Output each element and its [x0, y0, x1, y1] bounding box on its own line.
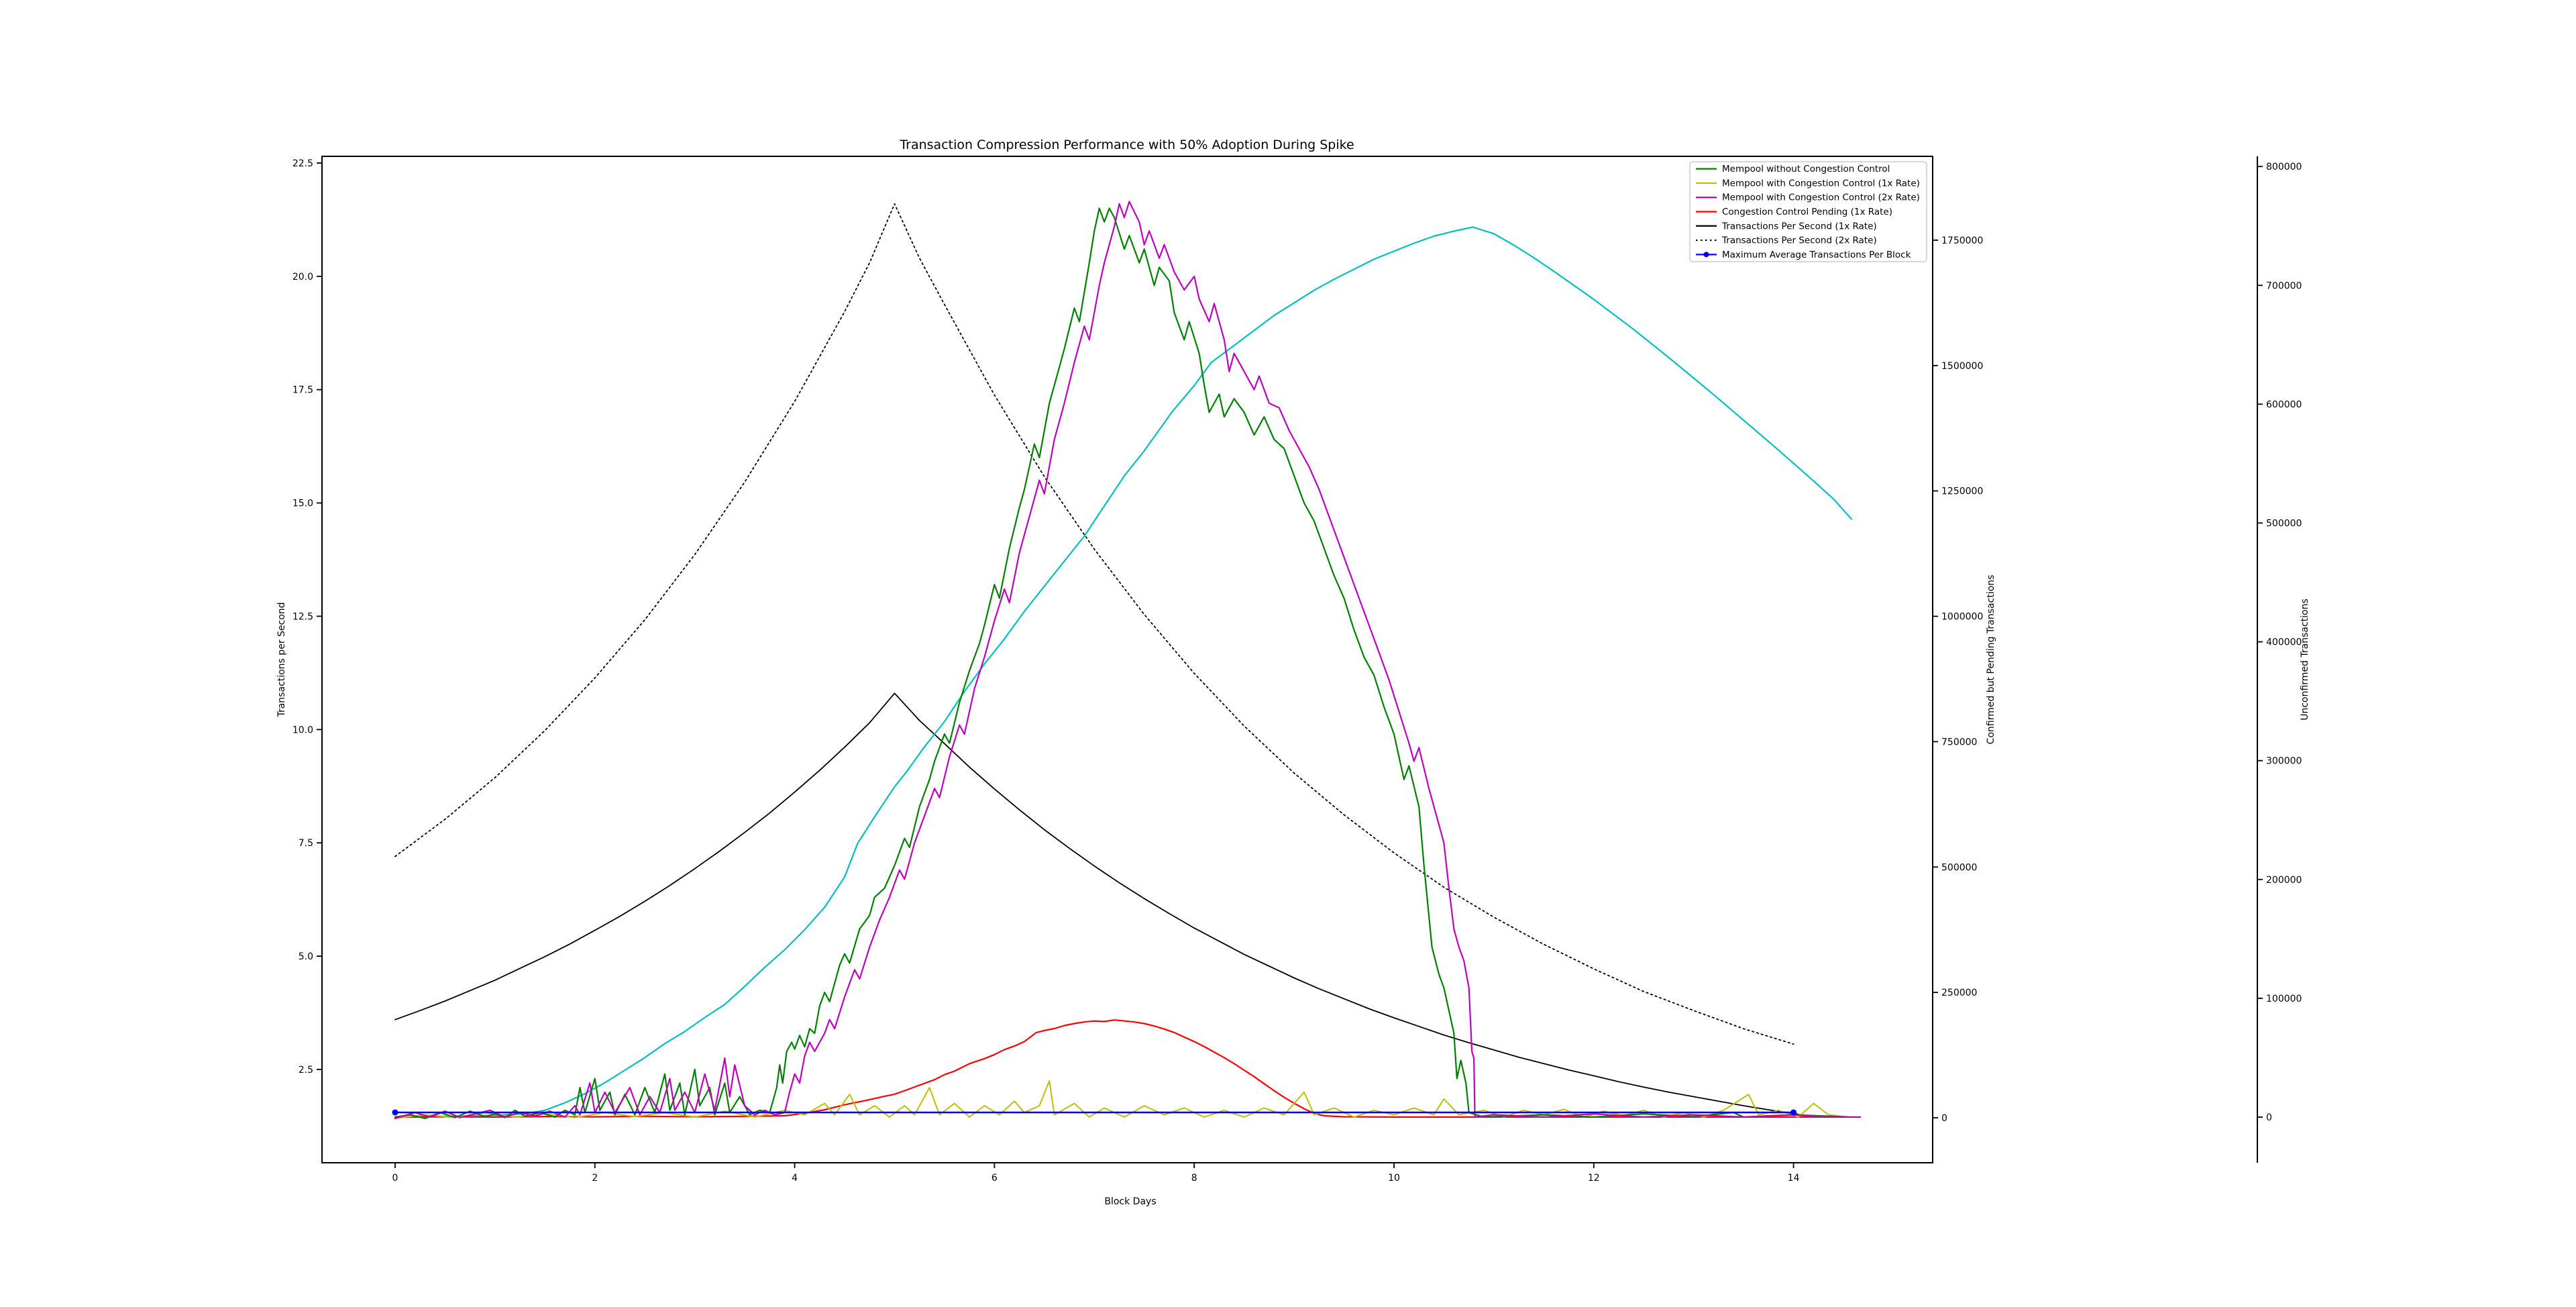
y-right2-tick-label: 100000: [2266, 994, 2302, 1004]
y-right2-tick-label: 300000: [2266, 756, 2302, 767]
y-right1-tick-label: 1750000: [1941, 236, 1983, 246]
series-green: [394, 207, 1849, 1120]
y-left-tick-label: 22.5: [292, 158, 313, 169]
y-right2-tick-label: 0: [2266, 1112, 2272, 1123]
y-right2-tick-label: 200000: [2266, 875, 2302, 886]
legend-box: [1689, 161, 1927, 262]
y-axis-label-right1: Confirmed but Pending Transactions: [1986, 575, 1996, 745]
y-right2-tick-label: 700000: [2266, 280, 2302, 291]
legend-label: Mempool without Congestion Control: [1722, 164, 1890, 174]
y-left-tick-label: 17.5: [292, 385, 313, 396]
plot-border: [321, 156, 1933, 1163]
y-right2-tick-label: 400000: [2266, 637, 2302, 648]
series-olive: [394, 1080, 1849, 1119]
legend-group: Mempool without Congestion Control Mempoo…: [1689, 161, 1927, 262]
y-right1-tick-label: 1000000: [1941, 612, 1983, 623]
y-axis-label-right2: Unconfirmed Transactions: [2300, 598, 2310, 721]
y-right1-tick-label: 750000: [1941, 737, 1977, 747]
y-right1-tick-label: 500000: [1941, 862, 1977, 873]
legend-label: Mempool with Congestion Control (1x Rate…: [1722, 178, 1920, 189]
x-tick-label: 8: [1191, 1173, 1197, 1184]
series-blue-marker: [1790, 1109, 1797, 1116]
x-tick-label: 14: [1788, 1173, 1800, 1184]
chart-title: Transaction Compression Performance with…: [899, 138, 1354, 152]
series-red: [394, 1019, 1849, 1118]
series-black: [394, 692, 1799, 1115]
y-right2-tick-label: 800000: [2266, 162, 2302, 172]
x-tick-label: 10: [1388, 1173, 1400, 1184]
y-left-tick-label: 20.0: [292, 272, 313, 282]
legend-marker-sample: [1703, 252, 1709, 258]
axes-group: 0 2 4 6 8 10 12 14 2.5 5.0 7.5 10.0 12.5 15.0 17.5 20.0…: [292, 156, 2302, 1184]
y-right1-tick-label: 0: [1941, 1113, 1947, 1124]
y-left-tick-label: 15.0: [292, 499, 313, 509]
y-right1-tick-label: 1250000: [1941, 486, 1983, 497]
series-group: [392, 201, 1862, 1120]
y-left-tick-label: 5.0: [299, 951, 313, 962]
y-left-tick-label: 10.0: [292, 725, 313, 735]
series-black: [394, 203, 1794, 1045]
y-left-tick-label: 7.5: [299, 838, 313, 849]
series-magenta: [394, 201, 1862, 1120]
x-tick-label: 0: [392, 1173, 398, 1184]
legend-label: Transactions Per Second (2x Rate): [1721, 236, 1877, 246]
y-right1-tick-label: 250000: [1941, 988, 1977, 998]
legend-label: Mempool with Congestion Control (2x Rate…: [1722, 193, 1920, 203]
x-axis-label: Block Days: [1104, 1196, 1156, 1207]
x-tick-label: 6: [991, 1173, 998, 1184]
y-left-tick-label: 2.5: [299, 1065, 313, 1076]
x-tick-label: 4: [792, 1173, 798, 1184]
legend-label: Transactions Per Second (1x Rate): [1721, 221, 1877, 231]
series-cyan: [394, 226, 1852, 1118]
legend-label: Congestion Control Pending (1x Rate): [1722, 207, 1892, 217]
y-right2-tick-label: 500000: [2266, 518, 2302, 529]
series-blue-marker: [392, 1109, 398, 1116]
y-left-tick-label: 12.5: [292, 611, 313, 622]
y-axis-label-left: Transactions per Second: [276, 602, 287, 717]
x-tick-label: 12: [1588, 1173, 1600, 1184]
x-tick-label: 2: [592, 1173, 598, 1184]
y-right1-tick-label: 1500000: [1941, 361, 1983, 372]
legend-label: Maximum Average Transactions Per Block: [1722, 250, 1911, 260]
y-right2-tick-label: 600000: [2266, 399, 2302, 410]
